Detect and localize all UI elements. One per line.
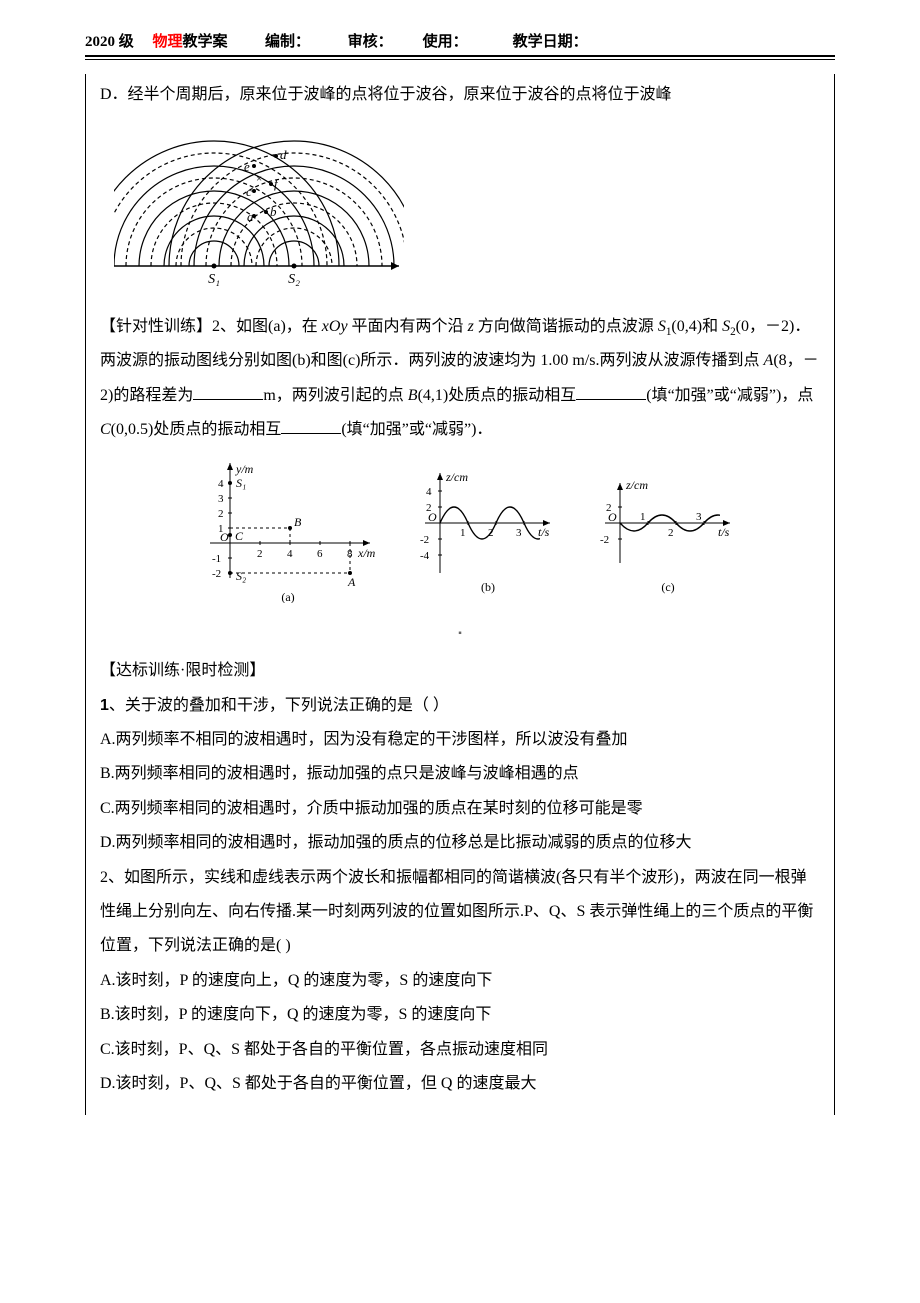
page-header: 2020 级 物理教学案 编制： 审核： 使用： 教学日期： xyxy=(85,30,835,51)
svg-text:2: 2 xyxy=(426,502,432,514)
svg-text:z/cm: z/cm xyxy=(445,470,468,484)
svg-text:S₁: S₁ xyxy=(236,476,246,490)
svg-text:t/s: t/s xyxy=(538,525,550,539)
svg-text:S₂: S₂ xyxy=(236,569,246,583)
svg-text:3: 3 xyxy=(218,493,224,505)
svg-text:-2: -2 xyxy=(212,568,221,580)
q2-a: A.该时刻，P 的速度向上，Q 的速度为零，S 的速度向下 xyxy=(100,964,820,998)
svg-text:-4: -4 xyxy=(420,550,430,562)
q1-d: D.两列频率相同的波相遇时，振动加强的质点的位移总是比振动减弱的质点的位移大 xyxy=(100,826,820,860)
svg-text:d: d xyxy=(280,147,287,162)
svg-text:(c): (c) xyxy=(661,580,674,594)
svg-text:f: f xyxy=(274,176,280,191)
svg-text:6: 6 xyxy=(317,548,323,560)
header-made: 编制： xyxy=(265,34,310,50)
blank-3 xyxy=(281,418,341,434)
svg-text:4: 4 xyxy=(426,486,432,498)
svg-text:y/m: y/m xyxy=(235,462,254,476)
q2: 2、如图所示，实线和虚线表示两个波长和振幅都相同的简谐横波(各只有半个波形)，两… xyxy=(100,861,820,964)
svg-text:-2: -2 xyxy=(600,534,609,546)
content-frame: D．经半个周期后，原来位于波峰的点将位于波谷，原来位于波谷的点将位于波峰 S₁ … xyxy=(85,74,835,1115)
blank-2 xyxy=(576,384,646,400)
svg-text:4: 4 xyxy=(218,478,224,490)
svg-text:2: 2 xyxy=(668,527,674,539)
header-use: 使用： xyxy=(423,34,468,50)
svg-text:1: 1 xyxy=(460,527,466,539)
svg-text:S₂: S₂ xyxy=(288,272,300,286)
svg-text:C: C xyxy=(235,529,244,543)
svg-text:(a): (a) xyxy=(281,590,294,603)
svg-text:×: × xyxy=(256,173,262,185)
q2-b: B.该时刻，P 的速度向下，Q 的速度为零，S 的速度向下 xyxy=(100,998,820,1032)
svg-text:e: e xyxy=(244,159,250,174)
q1-c: C.两列频率相同的波相遇时，介质中振动加强的质点在某时刻的位移可能是零 xyxy=(100,792,820,826)
header-date: 教学日期： xyxy=(513,34,588,50)
q2-c: C.该时刻，P、Q、S 都处于各自的平衡位置，各点振动速度相同 xyxy=(100,1033,820,1067)
training-label: 【针对性训练】 xyxy=(100,318,212,335)
figure-interference: S₁ S₂ xyxy=(104,116,820,299)
svg-text:2: 2 xyxy=(218,508,224,520)
q1-a: A.两列频率不相同的波相遇时，因为没有稳定的干涉图样，所以波没有叠加 xyxy=(100,723,820,757)
header-subject-black: 教学案 xyxy=(183,34,228,50)
svg-text:S₁: S₁ xyxy=(208,272,220,286)
header-subject-red: 物理 xyxy=(153,34,183,50)
svg-text:2: 2 xyxy=(606,502,612,514)
svg-text:1: 1 xyxy=(640,511,646,523)
svg-text:x/m: x/m xyxy=(357,546,376,560)
header-review: 审核： xyxy=(348,34,393,50)
svg-text:A: A xyxy=(347,575,356,589)
figure-dot: ▪ xyxy=(100,623,820,645)
figure-three-panel: y/m x/m O 4 3 2 1 -1 -2 2 4 6 8 xyxy=(100,453,820,644)
svg-text:3: 3 xyxy=(516,527,522,539)
svg-text:z/cm: z/cm xyxy=(625,478,648,492)
svg-text:-1: -1 xyxy=(212,553,221,565)
three-panel-svg: y/m x/m O 4 3 2 1 -1 -2 2 4 6 8 xyxy=(180,453,740,603)
svg-text:c: c xyxy=(246,184,252,199)
q1: 1、关于波的叠加和干涉，下列说法正确的是（ ） xyxy=(100,689,820,723)
q2-d: D.该时刻，P、Q、S 都处于各自的平衡位置，但 Q 的速度最大 xyxy=(100,1067,820,1101)
svg-text:(b): (b) xyxy=(481,580,495,594)
svg-text:1: 1 xyxy=(218,523,224,535)
svg-text:4: 4 xyxy=(287,548,293,560)
interference-svg: S₁ S₂ xyxy=(104,116,404,286)
svg-text:2: 2 xyxy=(257,548,263,560)
section-title: 【达标训练·限时检测】 xyxy=(100,654,820,688)
header-rule-thick xyxy=(85,55,835,57)
svg-text:3: 3 xyxy=(696,511,702,523)
header-year: 2020 级 xyxy=(85,34,134,50)
svg-text:b: b xyxy=(270,204,277,219)
blank-1 xyxy=(193,384,263,400)
svg-text:a: a xyxy=(247,209,254,224)
page: 2020 级 物理教学案 编制： 审核： 使用： 教学日期： D．经半个周期后，… xyxy=(0,0,920,1155)
training-2-text: 【针对性训练】2、如图(a)，在 xOy 平面内有两个沿 z 方向做简谐振动的点… xyxy=(100,310,820,448)
svg-text:t/s: t/s xyxy=(718,525,730,539)
q1-b: B.两列频率相同的波相遇时，振动加强的点只是波峰与波峰相遇的点 xyxy=(100,757,820,791)
svg-text:-2: -2 xyxy=(420,534,429,546)
option-d: D．经半个周期后，原来位于波峰的点将位于波谷，原来位于波谷的点将位于波峰 xyxy=(100,78,820,112)
header-rule-thin xyxy=(85,59,835,60)
svg-text:B: B xyxy=(294,515,302,529)
